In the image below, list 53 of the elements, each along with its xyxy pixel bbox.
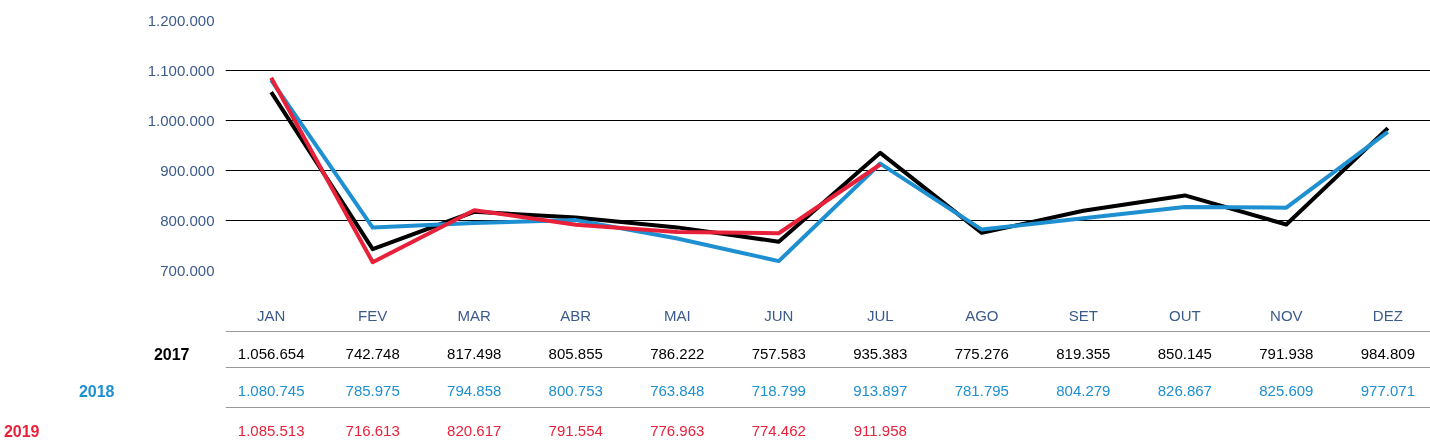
data-label: 718.799 bbox=[751, 381, 806, 399]
line-series bbox=[269, 75, 883, 265]
x-tick-label: AGO bbox=[965, 306, 999, 324]
text: 2019 bbox=[3, 422, 40, 440]
data-label: 742.748 bbox=[345, 344, 400, 362]
y-tick-label: 1.200.000 bbox=[147, 11, 215, 29]
x-tick-label: JUN bbox=[764, 306, 794, 324]
data-label: 785.975 bbox=[345, 381, 400, 399]
data-label: 794.858 bbox=[447, 381, 502, 399]
x-tick-label: ABR bbox=[560, 306, 592, 324]
data-label: 1.085.513 bbox=[237, 421, 305, 439]
data-label: 1.080.745 bbox=[237, 381, 305, 399]
x-tick-label: JUL bbox=[866, 306, 894, 324]
x-tick-label: FEV bbox=[358, 306, 388, 324]
data-label: 1.056.654 bbox=[237, 344, 305, 362]
data-label: 826.867 bbox=[1157, 381, 1212, 399]
data-label: 850.145 bbox=[1157, 344, 1212, 362]
data-label: 775.276 bbox=[954, 344, 1009, 362]
text: 2018 bbox=[78, 382, 115, 400]
x-tick-label: JAN bbox=[257, 306, 286, 324]
x-tick-label: OUT bbox=[1169, 306, 1201, 324]
data-label: 774.462 bbox=[751, 421, 806, 439]
x-tick-label: DEZ bbox=[1372, 306, 1403, 324]
data-label: 776.963 bbox=[650, 421, 705, 439]
x-tick-label: MAI bbox=[663, 306, 691, 324]
data-label: 935.383 bbox=[853, 344, 908, 362]
data-label: 800.753 bbox=[548, 381, 603, 399]
data-label: 977.071 bbox=[1360, 381, 1415, 399]
data-label: 804.279 bbox=[1056, 381, 1111, 399]
text: 2017 bbox=[153, 345, 190, 363]
data-label: 913.897 bbox=[853, 381, 908, 399]
y-tick-label: 1.100.000 bbox=[147, 61, 215, 79]
y-tick-label: 900.000 bbox=[160, 161, 215, 179]
data-label: 820.617 bbox=[447, 421, 502, 439]
data-label: 791.938 bbox=[1259, 344, 1314, 362]
data-label: 786.222 bbox=[650, 344, 705, 362]
data-label: 825.609 bbox=[1259, 381, 1314, 399]
data-label: 763.848 bbox=[650, 381, 705, 399]
data-label: 757.583 bbox=[751, 344, 806, 362]
data-label: 781.795 bbox=[954, 381, 1009, 399]
y-tick-label: 700.000 bbox=[160, 261, 215, 279]
data-label: 716.613 bbox=[345, 421, 400, 439]
y-tick-label: 800.000 bbox=[160, 211, 215, 229]
data-label: 819.355 bbox=[1056, 344, 1111, 362]
x-tick-label: MAR bbox=[457, 306, 492, 324]
data-label: 805.855 bbox=[548, 344, 603, 362]
x-tick-label: NOV bbox=[1270, 306, 1303, 324]
y-tick-label: 1.000.000 bbox=[147, 111, 215, 129]
data-label: 791.554 bbox=[548, 421, 603, 439]
data-label: 817.498 bbox=[447, 344, 502, 362]
data-label: 911.958 bbox=[853, 421, 907, 439]
x-tick-label: SET bbox=[1068, 306, 1098, 324]
data-label: 984.809 bbox=[1360, 344, 1415, 362]
